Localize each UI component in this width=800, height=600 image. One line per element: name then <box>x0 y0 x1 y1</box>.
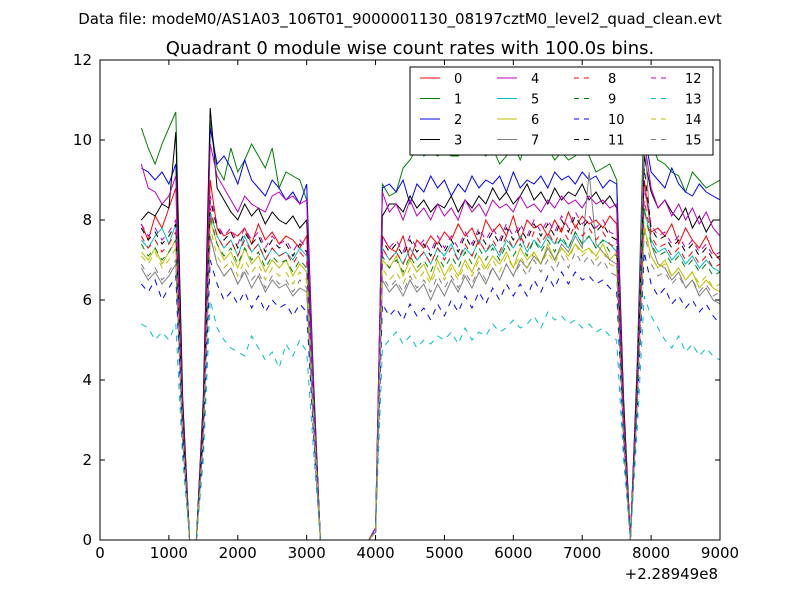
legend-label-13: 13 <box>685 93 702 108</box>
x-tick-label: 3000 <box>288 544 326 562</box>
series-layer <box>140 103 720 540</box>
series-line-14 <box>140 223 720 540</box>
legend-label-5: 5 <box>531 93 539 108</box>
legend-box <box>409 66 714 156</box>
legend-label-11: 11 <box>608 134 625 149</box>
x-tick-label: 7000 <box>563 544 601 562</box>
legend-label-4: 4 <box>531 72 539 87</box>
y-tick-label: 10 <box>73 131 92 149</box>
x-axis-offset-label: +2.28949e8 <box>625 565 718 583</box>
y-tick-label: 8 <box>82 211 92 229</box>
legend-label-9: 9 <box>608 93 616 108</box>
series-line-4 <box>140 139 720 540</box>
series-line-8 <box>140 199 720 540</box>
chart-title: Quadrant 0 module wise count rates with … <box>166 38 655 59</box>
figure-suptitle: Data file: modeM0/AS1A03_106T01_90000011… <box>78 10 722 29</box>
legend-label-14: 14 <box>685 113 702 128</box>
series-line-11 <box>140 167 720 540</box>
legend-label-0: 0 <box>454 72 462 87</box>
series-line-13 <box>141 295 720 540</box>
legend-label-15: 15 <box>685 134 702 149</box>
x-tick-label: 1000 <box>150 544 188 562</box>
x-tick-label: 6000 <box>494 544 532 562</box>
legend-label-10: 10 <box>608 113 625 128</box>
legend-label-2: 2 <box>454 113 462 128</box>
legend-label-12: 12 <box>685 72 702 87</box>
legend-label-8: 8 <box>608 72 616 87</box>
legend-label-1: 1 <box>454 93 462 108</box>
axis-ticks: 0 1000 2000 3000 4000 5000 6000 7000 8000 9000 0 2 4… <box>73 51 739 562</box>
legend-label-3: 3 <box>454 134 462 149</box>
y-tick-label: 6 <box>82 291 92 309</box>
legend-label-6: 6 <box>531 113 539 128</box>
y-tick-label: 2 <box>82 451 92 469</box>
x-tick-label: 8000 <box>632 544 670 562</box>
x-tick-label: 0 <box>95 544 105 562</box>
y-tick-label: 0 <box>82 531 92 549</box>
x-tick-label: 2000 <box>219 544 257 562</box>
series-line-15 <box>140 231 720 540</box>
series-line-12 <box>140 187 720 540</box>
x-tick-label: 9000 <box>701 544 739 562</box>
x-tick-label: 4000 <box>356 544 394 562</box>
x-tick-label: 5000 <box>425 544 463 562</box>
y-tick-label: 4 <box>82 371 92 389</box>
y-tick-label: 12 <box>73 51 92 69</box>
legend-label-7: 7 <box>531 134 539 149</box>
